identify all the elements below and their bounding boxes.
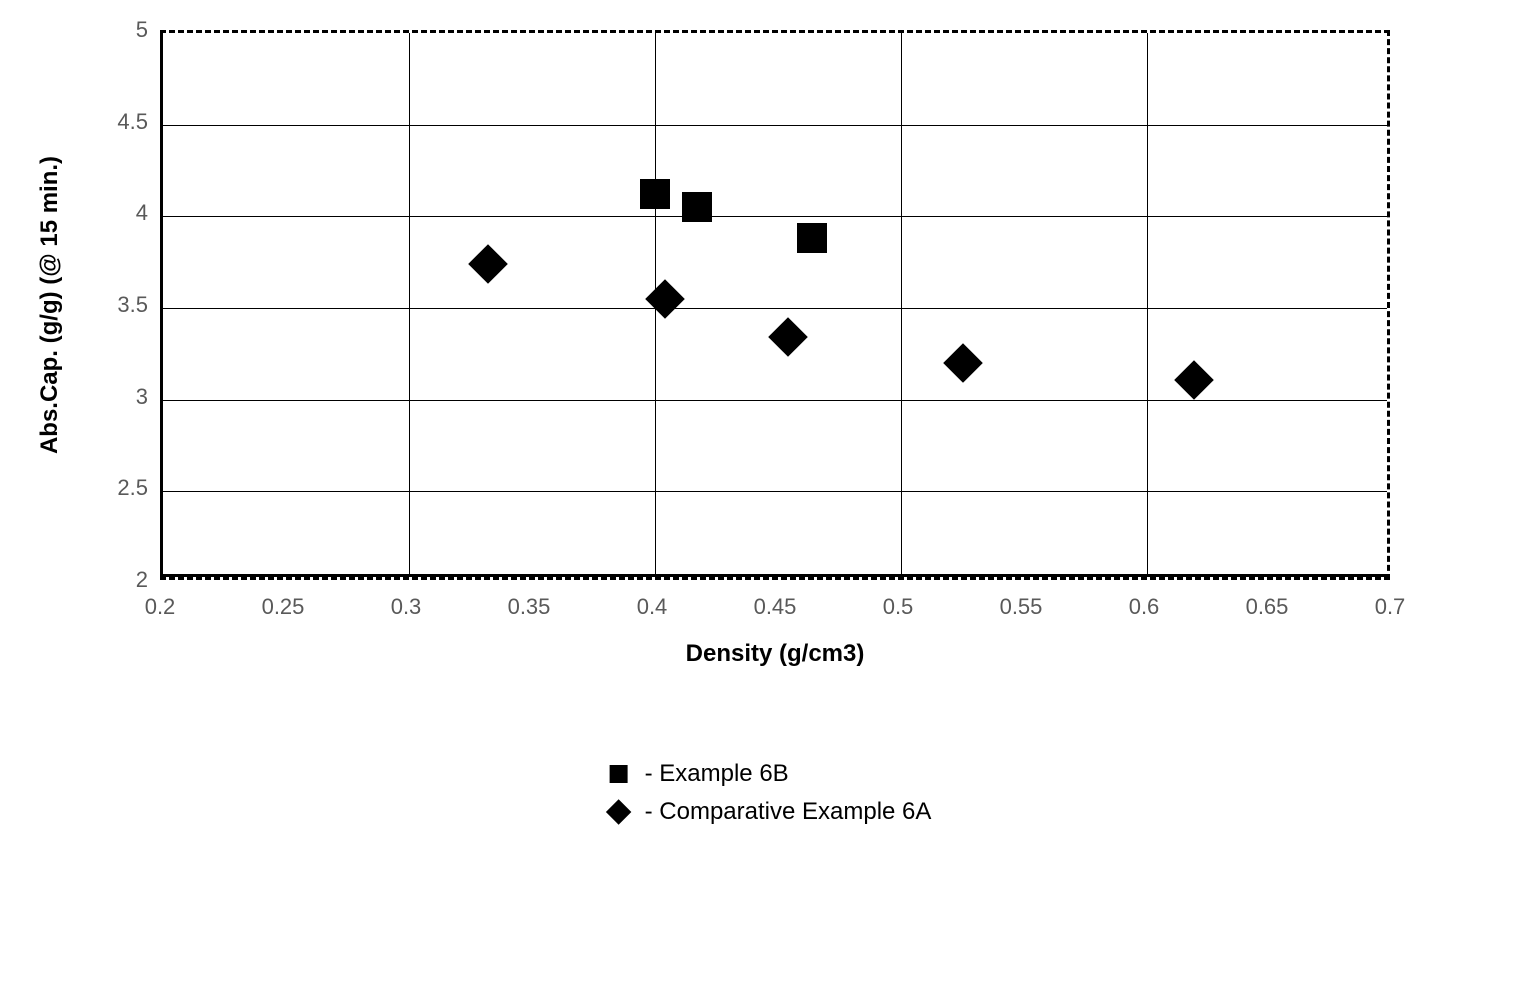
data-point-square: [682, 192, 712, 222]
data-point-square: [797, 223, 827, 253]
y-tick-label: 4: [104, 200, 148, 226]
x-tick-label: 0.55: [1000, 594, 1043, 620]
legend-item: - Comparative Example 6A: [605, 798, 932, 826]
chart-stage: Abs.Cap. (g/g) (@ 15 min.) Density (g/cm…: [0, 0, 1536, 1008]
y-tick-label: 3.5: [104, 292, 148, 318]
gridline-horizontal: [163, 308, 1387, 309]
y-tick-label: 3: [104, 384, 148, 410]
diamond-icon: [605, 803, 633, 821]
x-axis-line: [163, 574, 1387, 577]
x-tick-label: 0.7: [1375, 594, 1406, 620]
y-tick-label: 2.5: [104, 475, 148, 501]
gridline-horizontal: [163, 125, 1387, 126]
legend: - Example 6B - Comparative Example 6A: [605, 750, 932, 836]
gridline-horizontal: [163, 400, 1387, 401]
data-point-diamond: [645, 279, 685, 319]
y-axis-title: Abs.Cap. (g/g) (@ 15 min.): [36, 156, 64, 454]
square-icon: [605, 765, 633, 783]
x-tick-label: 0.5: [883, 594, 914, 620]
legend-item: - Example 6B: [605, 760, 932, 788]
y-tick-label: 4.5: [104, 109, 148, 135]
x-tick-label: 0.45: [754, 594, 797, 620]
x-tick-label: 0.6: [1129, 594, 1160, 620]
data-point-diamond: [768, 318, 808, 358]
x-tick-label: 0.25: [262, 594, 305, 620]
x-tick-label: 0.3: [391, 594, 422, 620]
data-point-diamond: [1174, 360, 1214, 400]
legend-label: - Example 6B: [645, 760, 789, 788]
gridline-horizontal: [163, 491, 1387, 492]
data-point-diamond: [468, 244, 508, 284]
data-point-diamond: [943, 343, 983, 383]
gridline-vertical: [901, 33, 902, 577]
x-tick-label: 0.35: [508, 594, 551, 620]
x-tick-label: 0.4: [637, 594, 668, 620]
x-tick-label: 0.65: [1246, 594, 1289, 620]
plot-area: [160, 30, 1390, 580]
gridline-vertical: [1147, 33, 1148, 577]
x-tick-label: 0.2: [145, 594, 176, 620]
gridline-horizontal: [163, 216, 1387, 217]
x-axis-title: Density (g/cm3): [686, 640, 865, 668]
gridline-vertical: [409, 33, 410, 577]
y-tick-label: 2: [104, 567, 148, 593]
legend-label: - Comparative Example 6A: [645, 798, 932, 826]
data-point-square: [640, 179, 670, 209]
y-tick-label: 5: [104, 17, 148, 43]
